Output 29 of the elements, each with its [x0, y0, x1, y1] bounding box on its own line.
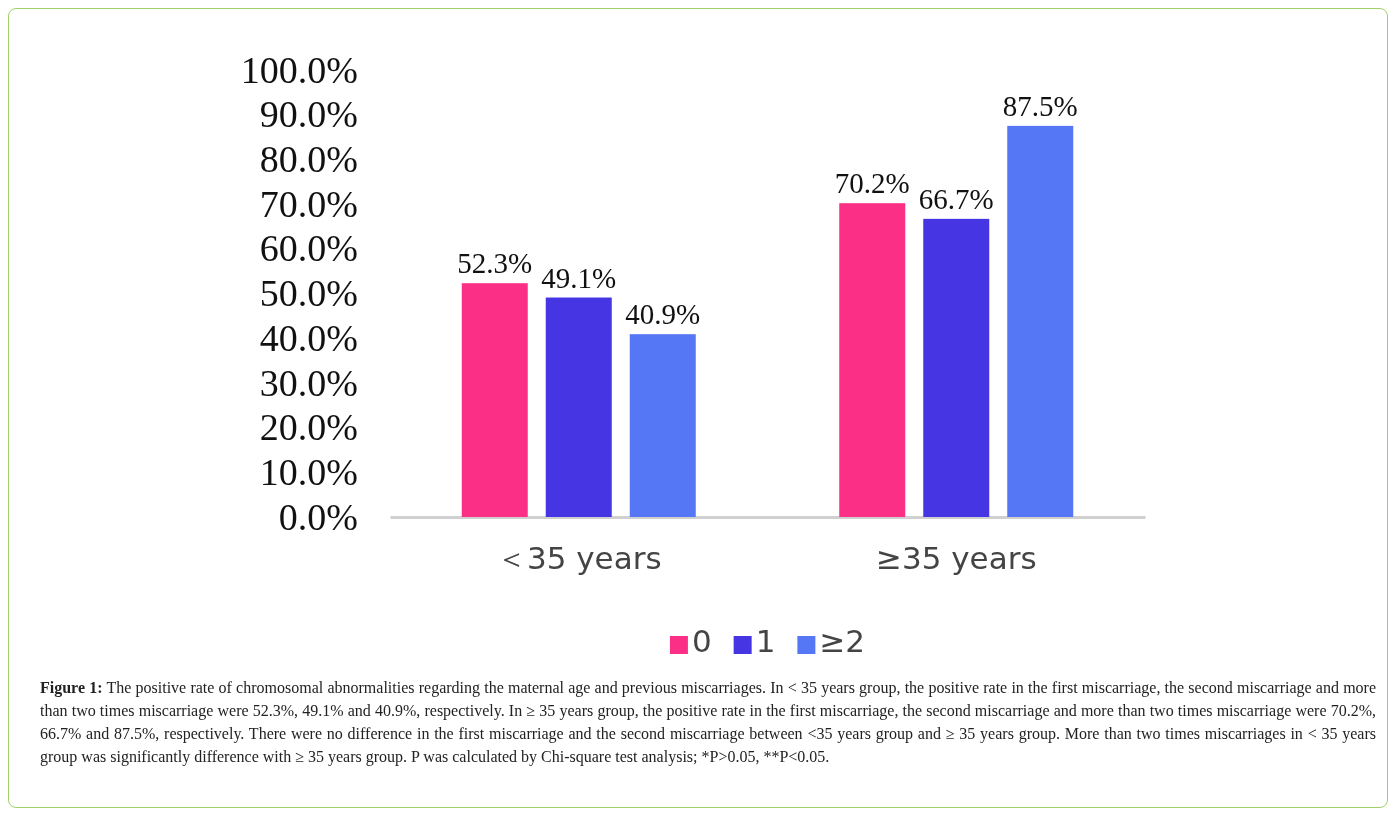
bar [545, 297, 612, 517]
y-tick-label: 0.0% [278, 495, 358, 538]
data-label: 70.2% [834, 167, 910, 200]
data-label: 66.7% [918, 182, 994, 215]
bar [839, 203, 906, 517]
x-tick-label: ≥35 years [875, 540, 1037, 577]
data-label: 87.5% [1002, 89, 1078, 122]
caption: Figure 1: The positive rate of chromosomal abnormalities regarding the maternal age and previous miscarriages. In < 35 years group, the positive rate in the first miscarriage, the second miscarriage and more than two times miscarriage were 52.3%, 49.1% and 40.9%, respectively. In ≥ 35 years group, the positive rate in the first miscarriage, the second miscarriage and more than two times miscarriage were 70.2%, 66.7% and 87.5%, respectively. There were no difference in the first miscarriage and the second miscarriage between <35 years group and ≥ 35 years group. More than two times miscarriages in < 35 years group was significantly difference with ≥ 35 years group. P was calculated by Chi-square test analysis; *P>0.05, **P<0.05. [40, 679, 1377, 765]
bar [461, 283, 528, 517]
bar [923, 218, 990, 517]
y-tick-label: 40.0% [259, 316, 358, 359]
data-label: 49.1% [541, 261, 617, 294]
legend-label: ≥2 [819, 623, 866, 659]
y-tick-label: 90.0% [259, 93, 358, 136]
y-tick-label: 60.0% [259, 227, 358, 270]
y-tick-label: 20.0% [259, 406, 358, 449]
legend-label: 1 [755, 623, 776, 659]
y-tick-label: 10.0% [259, 450, 358, 493]
legend-label: 0 [691, 623, 712, 659]
data-label: 40.9% [625, 298, 701, 331]
y-tick-label: 50.0% [259, 272, 358, 315]
x-tick-label: ＜35 years [495, 540, 662, 577]
y-tick-label: 100.0% [240, 48, 358, 91]
data-label: 52.3% [457, 247, 533, 280]
y-tick-label: 70.0% [259, 182, 358, 225]
bar [1007, 125, 1074, 517]
y-tick-label: 30.0% [259, 361, 358, 404]
y-tick-label: 80.0% [259, 138, 358, 181]
bar [629, 334, 696, 517]
